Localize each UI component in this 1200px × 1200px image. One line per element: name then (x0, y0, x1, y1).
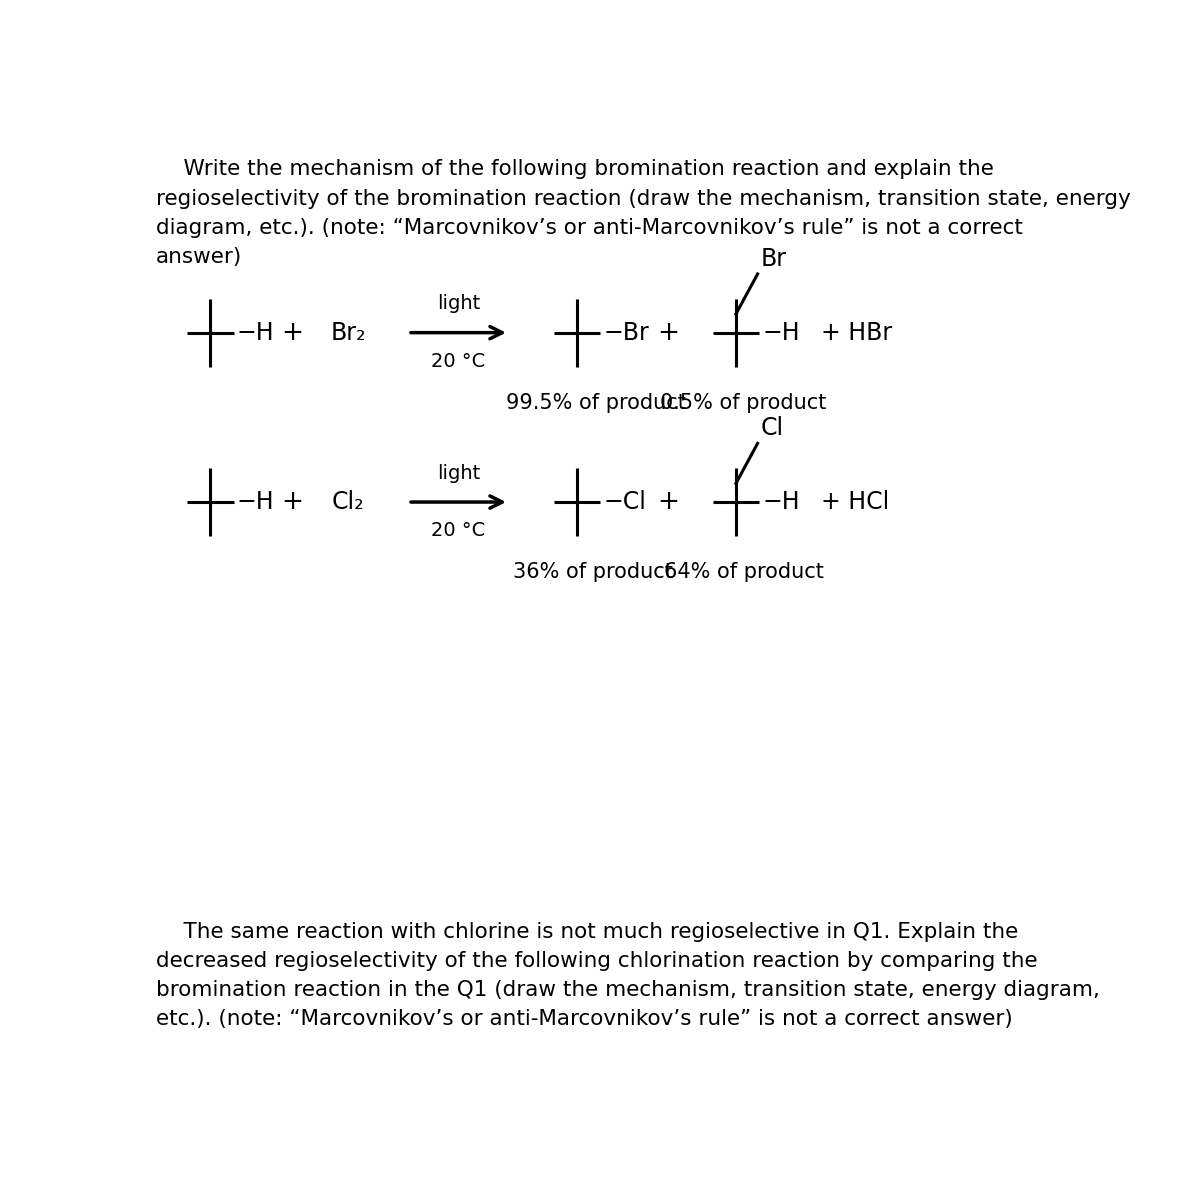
Text: The same reaction with chlorine is not much regioselective in Q1. Explain the: The same reaction with chlorine is not m… (156, 922, 1019, 942)
Text: −Br: −Br (604, 320, 649, 344)
Text: Br₂: Br₂ (331, 320, 366, 344)
Text: 0.5% of product: 0.5% of product (660, 392, 827, 413)
Text: + HBr: + HBr (821, 320, 893, 344)
Text: etc.). (note: “Marcovnikov’s or anti-Marcovnikov’s rule” is not a correct answer: etc.). (note: “Marcovnikov’s or anti-Mar… (156, 1009, 1013, 1030)
Text: 20 °C: 20 °C (431, 521, 486, 540)
Text: −H: −H (236, 490, 275, 514)
Text: answer): answer) (156, 247, 242, 268)
Text: −Cl: −Cl (604, 490, 647, 514)
Text: 99.5% of product: 99.5% of product (506, 392, 686, 413)
Text: Cl₂: Cl₂ (332, 490, 365, 514)
Text: −H: −H (236, 320, 275, 344)
Text: +: + (658, 319, 679, 346)
Text: decreased regioselectivity of the following chlorination reaction by comparing t: decreased regioselectivity of the follow… (156, 950, 1038, 971)
Text: bromination reaction in the Q1 (draw the mechanism, transition state, energy dia: bromination reaction in the Q1 (draw the… (156, 980, 1100, 1001)
Text: +: + (281, 319, 302, 346)
Text: + HCl: + HCl (821, 490, 889, 514)
Text: regioselectivity of the bromination reaction (draw the mechanism, transition sta: regioselectivity of the bromination reac… (156, 188, 1130, 209)
Text: +: + (658, 490, 679, 515)
Text: diagram, etc.). (note: “Marcovnikov’s or anti-Marcovnikov’s rule” is not a corre: diagram, etc.). (note: “Marcovnikov’s or… (156, 218, 1024, 238)
Text: light: light (437, 464, 480, 482)
Text: light: light (437, 294, 480, 313)
Text: Write the mechanism of the following bromination reaction and explain the: Write the mechanism of the following bro… (156, 160, 994, 179)
Text: Cl: Cl (761, 416, 784, 440)
Text: 20 °C: 20 °C (431, 352, 486, 371)
Text: Br: Br (761, 247, 787, 271)
Text: −H: −H (762, 320, 800, 344)
Text: −H: −H (762, 490, 800, 514)
Text: 64% of product: 64% of product (664, 562, 823, 582)
Text: +: + (281, 490, 302, 515)
Text: 36% of product: 36% of product (512, 562, 672, 582)
